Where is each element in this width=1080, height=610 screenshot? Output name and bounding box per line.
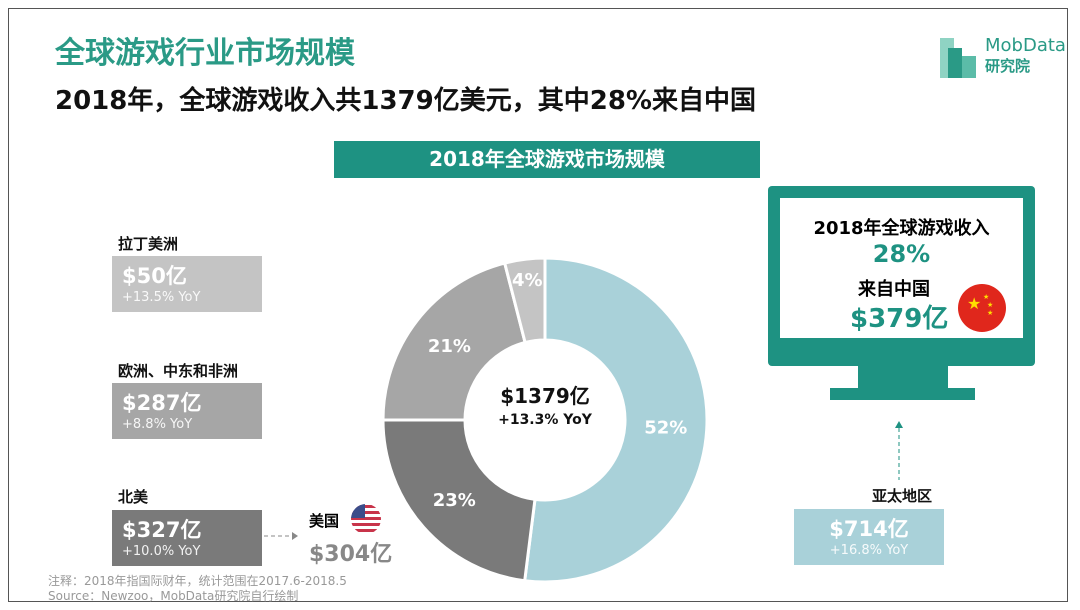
region-box: $714亿 +16.8% YoY: [794, 509, 944, 565]
arrow-up-icon: [895, 421, 903, 480]
monitor-stand: [858, 366, 948, 388]
mobdata-logo-icon: [940, 38, 976, 78]
region-box: $50亿 +13.5% YoY: [112, 256, 262, 312]
region-box: $287亿 +8.8% YoY: [112, 383, 262, 439]
region-label: 北美: [118, 488, 149, 506]
donut-slice: [381, 261, 527, 422]
donut-center-value: $1379亿: [500, 384, 590, 408]
svg-text:★: ★: [987, 309, 993, 317]
chart-banner: 2018年全球游戏市场规模: [334, 141, 760, 178]
china-line2: 来自中国: [858, 279, 930, 300]
slice-label: 21%: [428, 336, 471, 357]
china-value: $379亿: [850, 304, 949, 334]
china-line1: 2018年全球游戏收入: [813, 218, 990, 239]
page-subtitle: 2018年，全球游戏收入共1379亿美元，其中28%来自中国: [55, 86, 756, 116]
slice-label: 4%: [512, 270, 543, 291]
footnote: 注释：2018年指国际财年，统计范围在2017.6-2018.5 Source：N…: [48, 574, 347, 603]
donut-slice: [523, 256, 709, 584]
slice-label: 52%: [644, 418, 687, 439]
donut-center-yoy: +13.3% YoY: [498, 412, 592, 428]
china-pct: 28%: [872, 240, 931, 268]
page-title: 全球游戏行业市场规模: [55, 36, 355, 71]
us-flag-icon: [351, 504, 381, 534]
usa-value: $304亿: [309, 542, 393, 567]
slide-frame: [8, 8, 1068, 602]
donut-slice: [502, 256, 547, 345]
logo-text: MobData 研究院: [985, 35, 1066, 76]
region-label: 拉丁美洲: [118, 235, 179, 253]
svg-text:★: ★: [983, 293, 989, 301]
monitor-base: [830, 388, 975, 400]
slice-label: 23%: [433, 490, 476, 511]
region-label: 亚太地区: [872, 487, 933, 505]
region-label: 欧洲、中东和非洲: [118, 362, 239, 380]
arrow-icon: [264, 532, 298, 540]
svg-text:★: ★: [967, 294, 981, 313]
donut-slice: [381, 418, 537, 583]
china-flag-icon: ★ ★★★: [958, 284, 1006, 332]
usa-label: 美国: [309, 512, 340, 530]
donut-chart: 52% 23% 21% 4%: [381, 256, 709, 584]
region-box: $327亿 +10.0% YoY: [112, 510, 262, 566]
svg-text:★: ★: [987, 301, 993, 309]
